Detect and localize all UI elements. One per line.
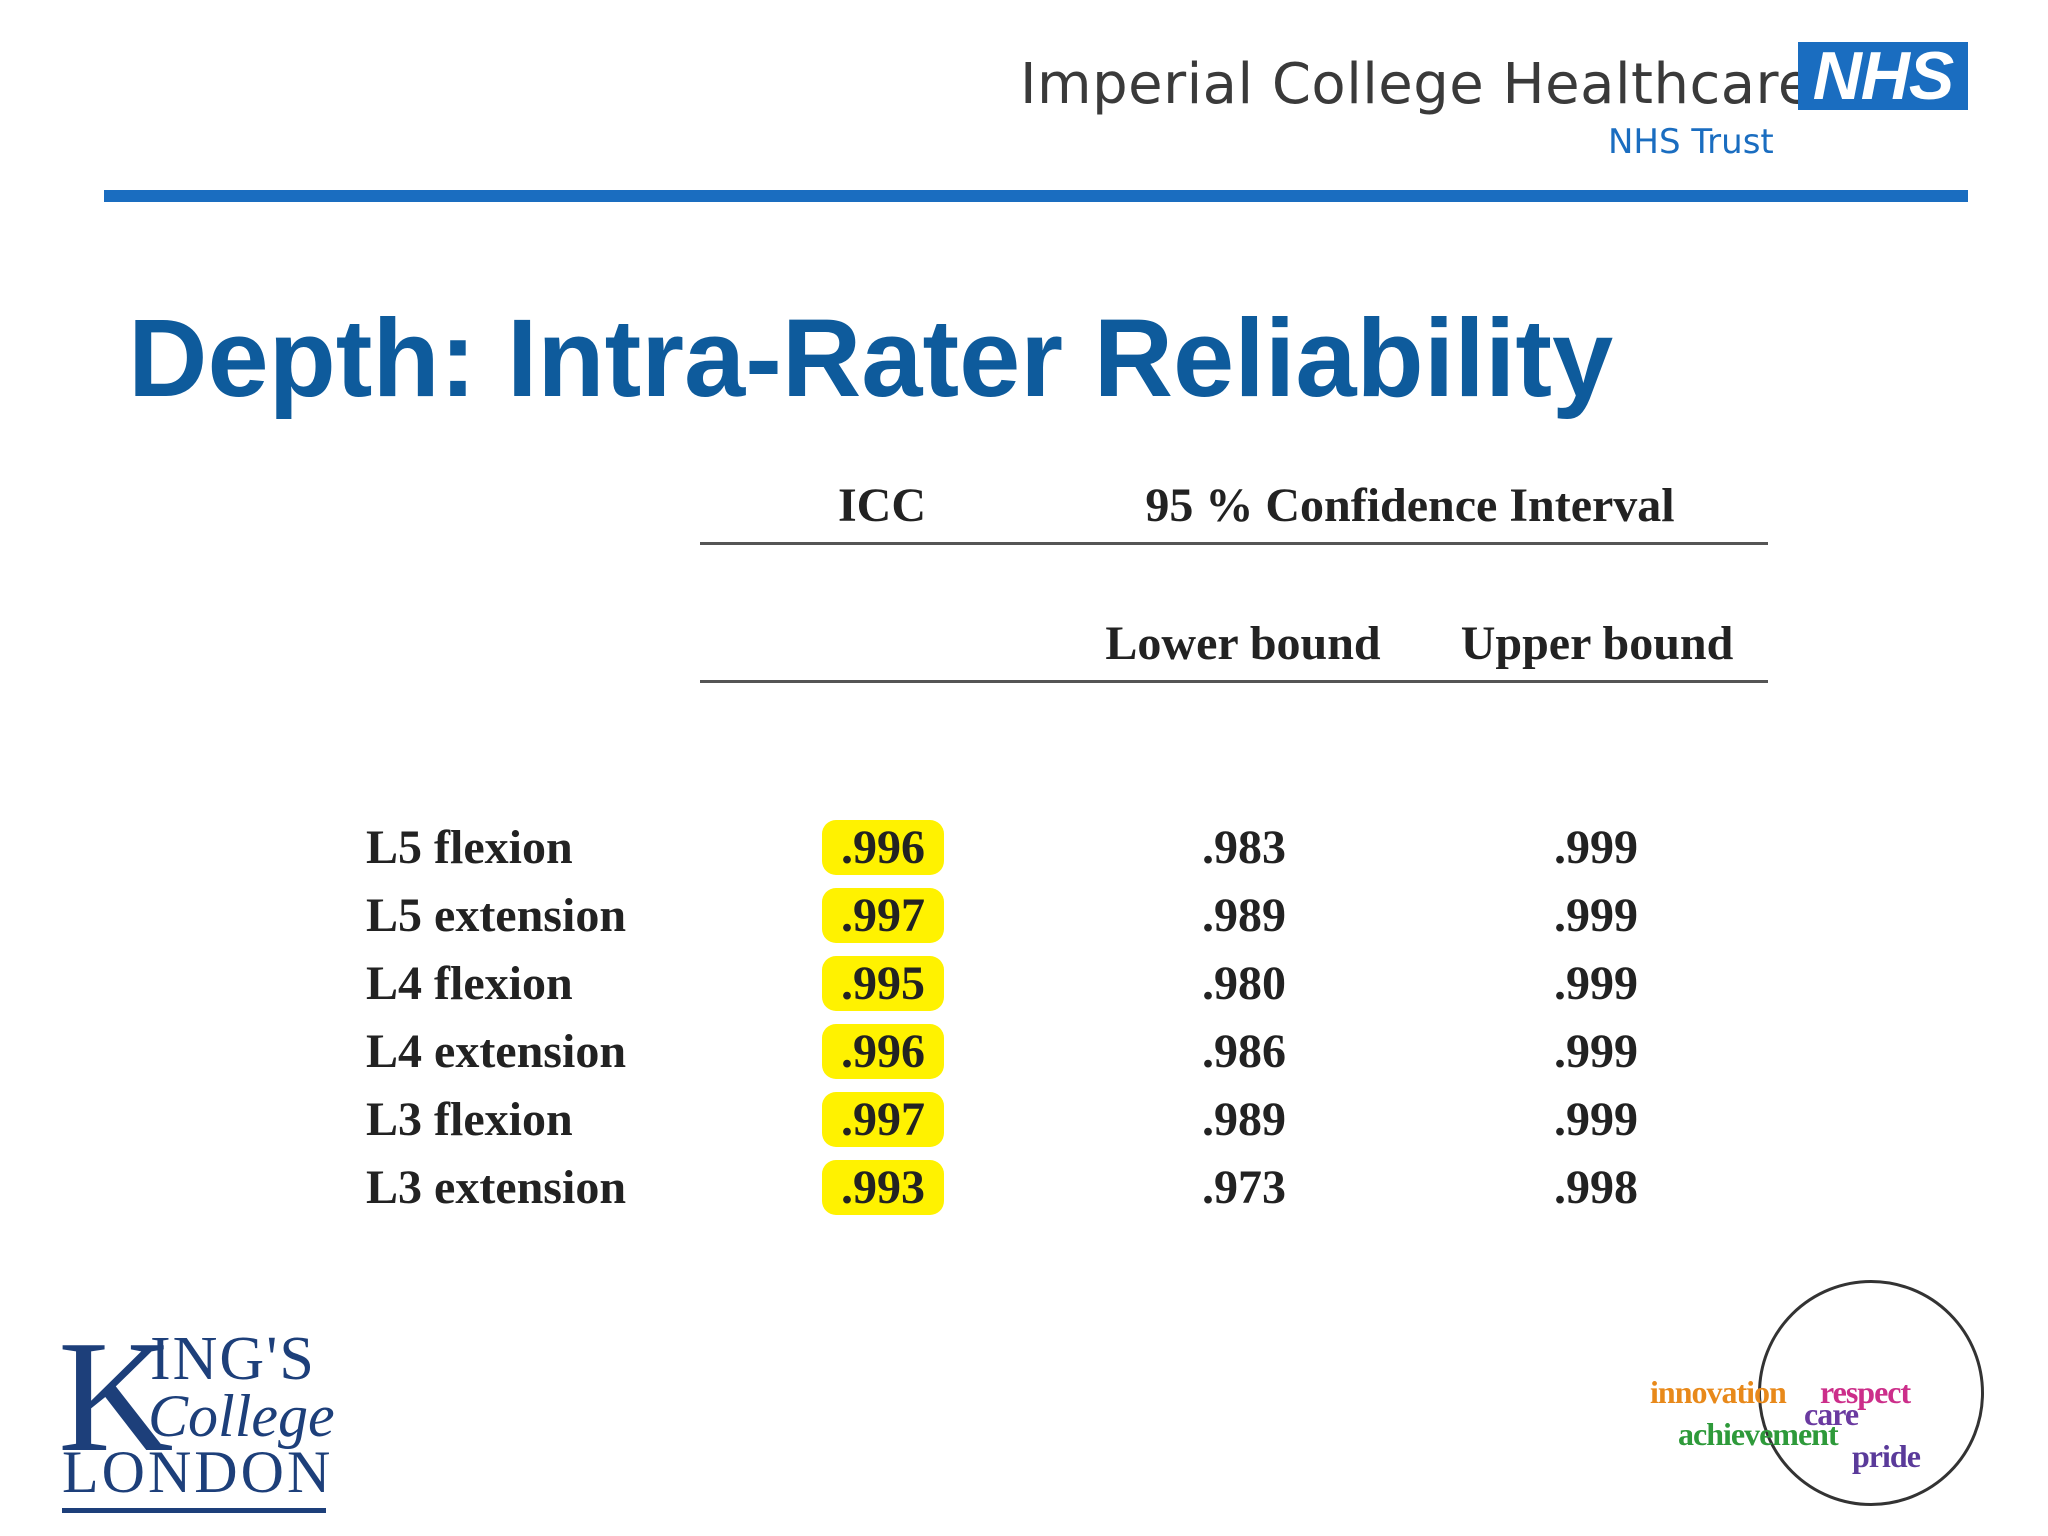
row-label: L4 flexion [366, 957, 573, 1010]
kcl-logo-k: K [58, 1307, 174, 1485]
lower-bound-value: .980 [1202, 957, 1286, 1010]
icc-value: .997 [822, 888, 944, 943]
table-rule-bottom [700, 680, 1768, 683]
value-care: care [1804, 1396, 1859, 1432]
lower-bound-value: .983 [1202, 821, 1286, 874]
icc-value: .993 [822, 1160, 944, 1215]
kings-college-london-logo: K ING'S College LONDON [58, 1307, 348, 1514]
col-header-icc: ICC [837, 479, 926, 532]
upper-bound-value: .998 [1554, 1161, 1638, 1214]
icc-value: .996 [822, 1024, 944, 1079]
value-innovation: innovation [1650, 1374, 1787, 1410]
icc-value: .996 [822, 820, 944, 875]
trust-name: NHS Trust [1608, 122, 1774, 162]
nhs-logo: NHS [1798, 42, 1968, 110]
value-achievement: achievement [1678, 1416, 1839, 1452]
upper-bound-value: .999 [1554, 889, 1638, 942]
row-label: L5 flexion [366, 821, 573, 874]
lower-bound-value: .986 [1202, 1025, 1286, 1078]
row-label: L4 extension [366, 1025, 627, 1078]
value-respect: respect [1820, 1374, 1911, 1410]
value-pride: pride [1852, 1438, 1921, 1474]
slide-title: Depth: Intra-Rater Reliability [128, 297, 1614, 420]
kcl-logo-college: College [148, 1383, 335, 1449]
col-header-lower-bound: Lower bound [1105, 617, 1381, 670]
organisation-name: Imperial College Healthcare [1020, 52, 1813, 117]
kcl-logo-london: LONDON [62, 1439, 334, 1505]
row-label: L5 extension [366, 889, 627, 942]
upper-bound-value: .999 [1554, 957, 1638, 1010]
lower-bound-value: .989 [1202, 1093, 1286, 1146]
lower-bound-value: .973 [1202, 1161, 1286, 1214]
values-circle-icon [1758, 1280, 1984, 1506]
row-label: L3 extension [366, 1161, 627, 1214]
upper-bound-value: .999 [1554, 1025, 1638, 1078]
col-header-confidence-interval: 95 % Confidence Interval [1145, 479, 1675, 532]
icc-value: .997 [822, 1092, 944, 1147]
icc-value: .995 [822, 956, 944, 1011]
upper-bound-value: .999 [1554, 821, 1638, 874]
row-label: L3 flexion [366, 1093, 573, 1146]
col-header-upper-bound: Upper bound [1460, 617, 1734, 670]
kcl-logo-underline [62, 1508, 326, 1513]
lower-bound-value: .989 [1202, 889, 1286, 942]
header-divider [104, 190, 1968, 202]
table-rule-top [700, 542, 1768, 545]
upper-bound-value: .999 [1554, 1093, 1638, 1146]
kcl-logo-ings: ING'S [150, 1325, 316, 1393]
